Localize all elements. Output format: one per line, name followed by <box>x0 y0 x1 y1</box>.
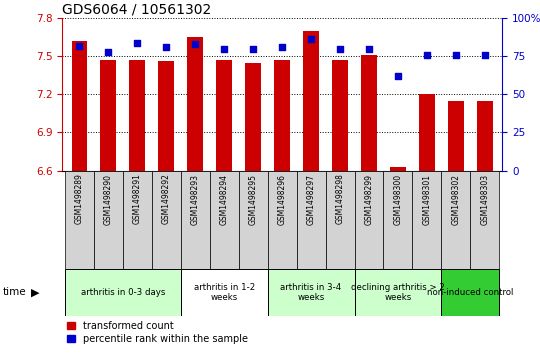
Bar <box>187 37 203 171</box>
Text: GSM1498290: GSM1498290 <box>104 174 113 225</box>
Text: arthritis in 1-2
weeks: arthritis in 1-2 weeks <box>194 282 255 302</box>
Bar <box>210 171 239 269</box>
Point <box>75 43 84 49</box>
Bar <box>441 269 500 316</box>
Text: GSM1498302: GSM1498302 <box>451 174 461 225</box>
Bar <box>303 31 319 171</box>
Bar <box>94 171 123 269</box>
Legend: transformed count, percentile rank within the sample: transformed count, percentile rank withi… <box>67 321 247 344</box>
Text: GSM1498299: GSM1498299 <box>364 174 374 225</box>
Bar <box>413 171 441 269</box>
Text: arthritis in 3-4
weeks: arthritis in 3-4 weeks <box>280 282 342 302</box>
Point <box>133 40 141 45</box>
Text: GSM1498300: GSM1498300 <box>394 174 402 225</box>
Point <box>191 41 200 47</box>
Bar <box>296 171 326 269</box>
Bar <box>383 171 413 269</box>
Text: GSM1498298: GSM1498298 <box>335 174 345 224</box>
Text: ▶: ▶ <box>31 287 40 297</box>
Point <box>249 46 258 52</box>
Bar <box>71 41 87 171</box>
Bar <box>181 171 210 269</box>
Text: arthritis in 0-3 days: arthritis in 0-3 days <box>80 288 165 297</box>
Text: GSM1498292: GSM1498292 <box>162 174 171 224</box>
Text: GSM1498297: GSM1498297 <box>307 174 315 225</box>
Bar <box>123 171 152 269</box>
Bar <box>477 101 493 171</box>
Bar <box>326 171 355 269</box>
Bar <box>268 269 355 316</box>
Text: GSM1498301: GSM1498301 <box>422 174 431 225</box>
Text: GSM1498296: GSM1498296 <box>278 174 287 225</box>
Bar <box>100 60 117 171</box>
Bar <box>470 171 500 269</box>
Point <box>394 73 402 79</box>
Bar <box>268 171 296 269</box>
Point <box>481 52 489 58</box>
Text: declining arthritis > 2
weeks: declining arthritis > 2 weeks <box>351 282 445 302</box>
Point <box>220 46 228 52</box>
Bar <box>152 171 181 269</box>
Bar <box>355 171 383 269</box>
Text: GSM1498303: GSM1498303 <box>480 174 489 225</box>
Bar <box>217 60 232 171</box>
Point <box>364 46 373 52</box>
Text: GSM1498289: GSM1498289 <box>75 174 84 224</box>
Bar <box>419 94 435 171</box>
Point <box>307 37 315 42</box>
Point <box>423 52 431 58</box>
Point <box>162 44 171 50</box>
Bar <box>332 60 348 171</box>
Text: GSM1498294: GSM1498294 <box>220 174 229 225</box>
Bar <box>361 55 377 171</box>
Bar <box>448 101 464 171</box>
Point <box>104 49 113 54</box>
Text: GSM1498291: GSM1498291 <box>133 174 142 224</box>
Text: non-induced control: non-induced control <box>427 288 514 297</box>
Bar <box>441 171 470 269</box>
Point <box>451 52 460 58</box>
Bar <box>65 269 181 316</box>
Point <box>278 44 286 50</box>
Text: GDS6064 / 10561302: GDS6064 / 10561302 <box>62 3 211 17</box>
Bar <box>130 60 145 171</box>
Text: time: time <box>3 287 26 297</box>
Bar <box>390 167 406 171</box>
Text: GSM1498293: GSM1498293 <box>191 174 200 225</box>
Bar <box>239 171 268 269</box>
Bar <box>355 269 441 316</box>
Bar <box>65 171 94 269</box>
Bar <box>245 62 261 171</box>
Bar <box>158 61 174 171</box>
Bar <box>181 269 268 316</box>
Bar <box>274 60 290 171</box>
Text: GSM1498295: GSM1498295 <box>249 174 258 225</box>
Point <box>336 46 345 52</box>
